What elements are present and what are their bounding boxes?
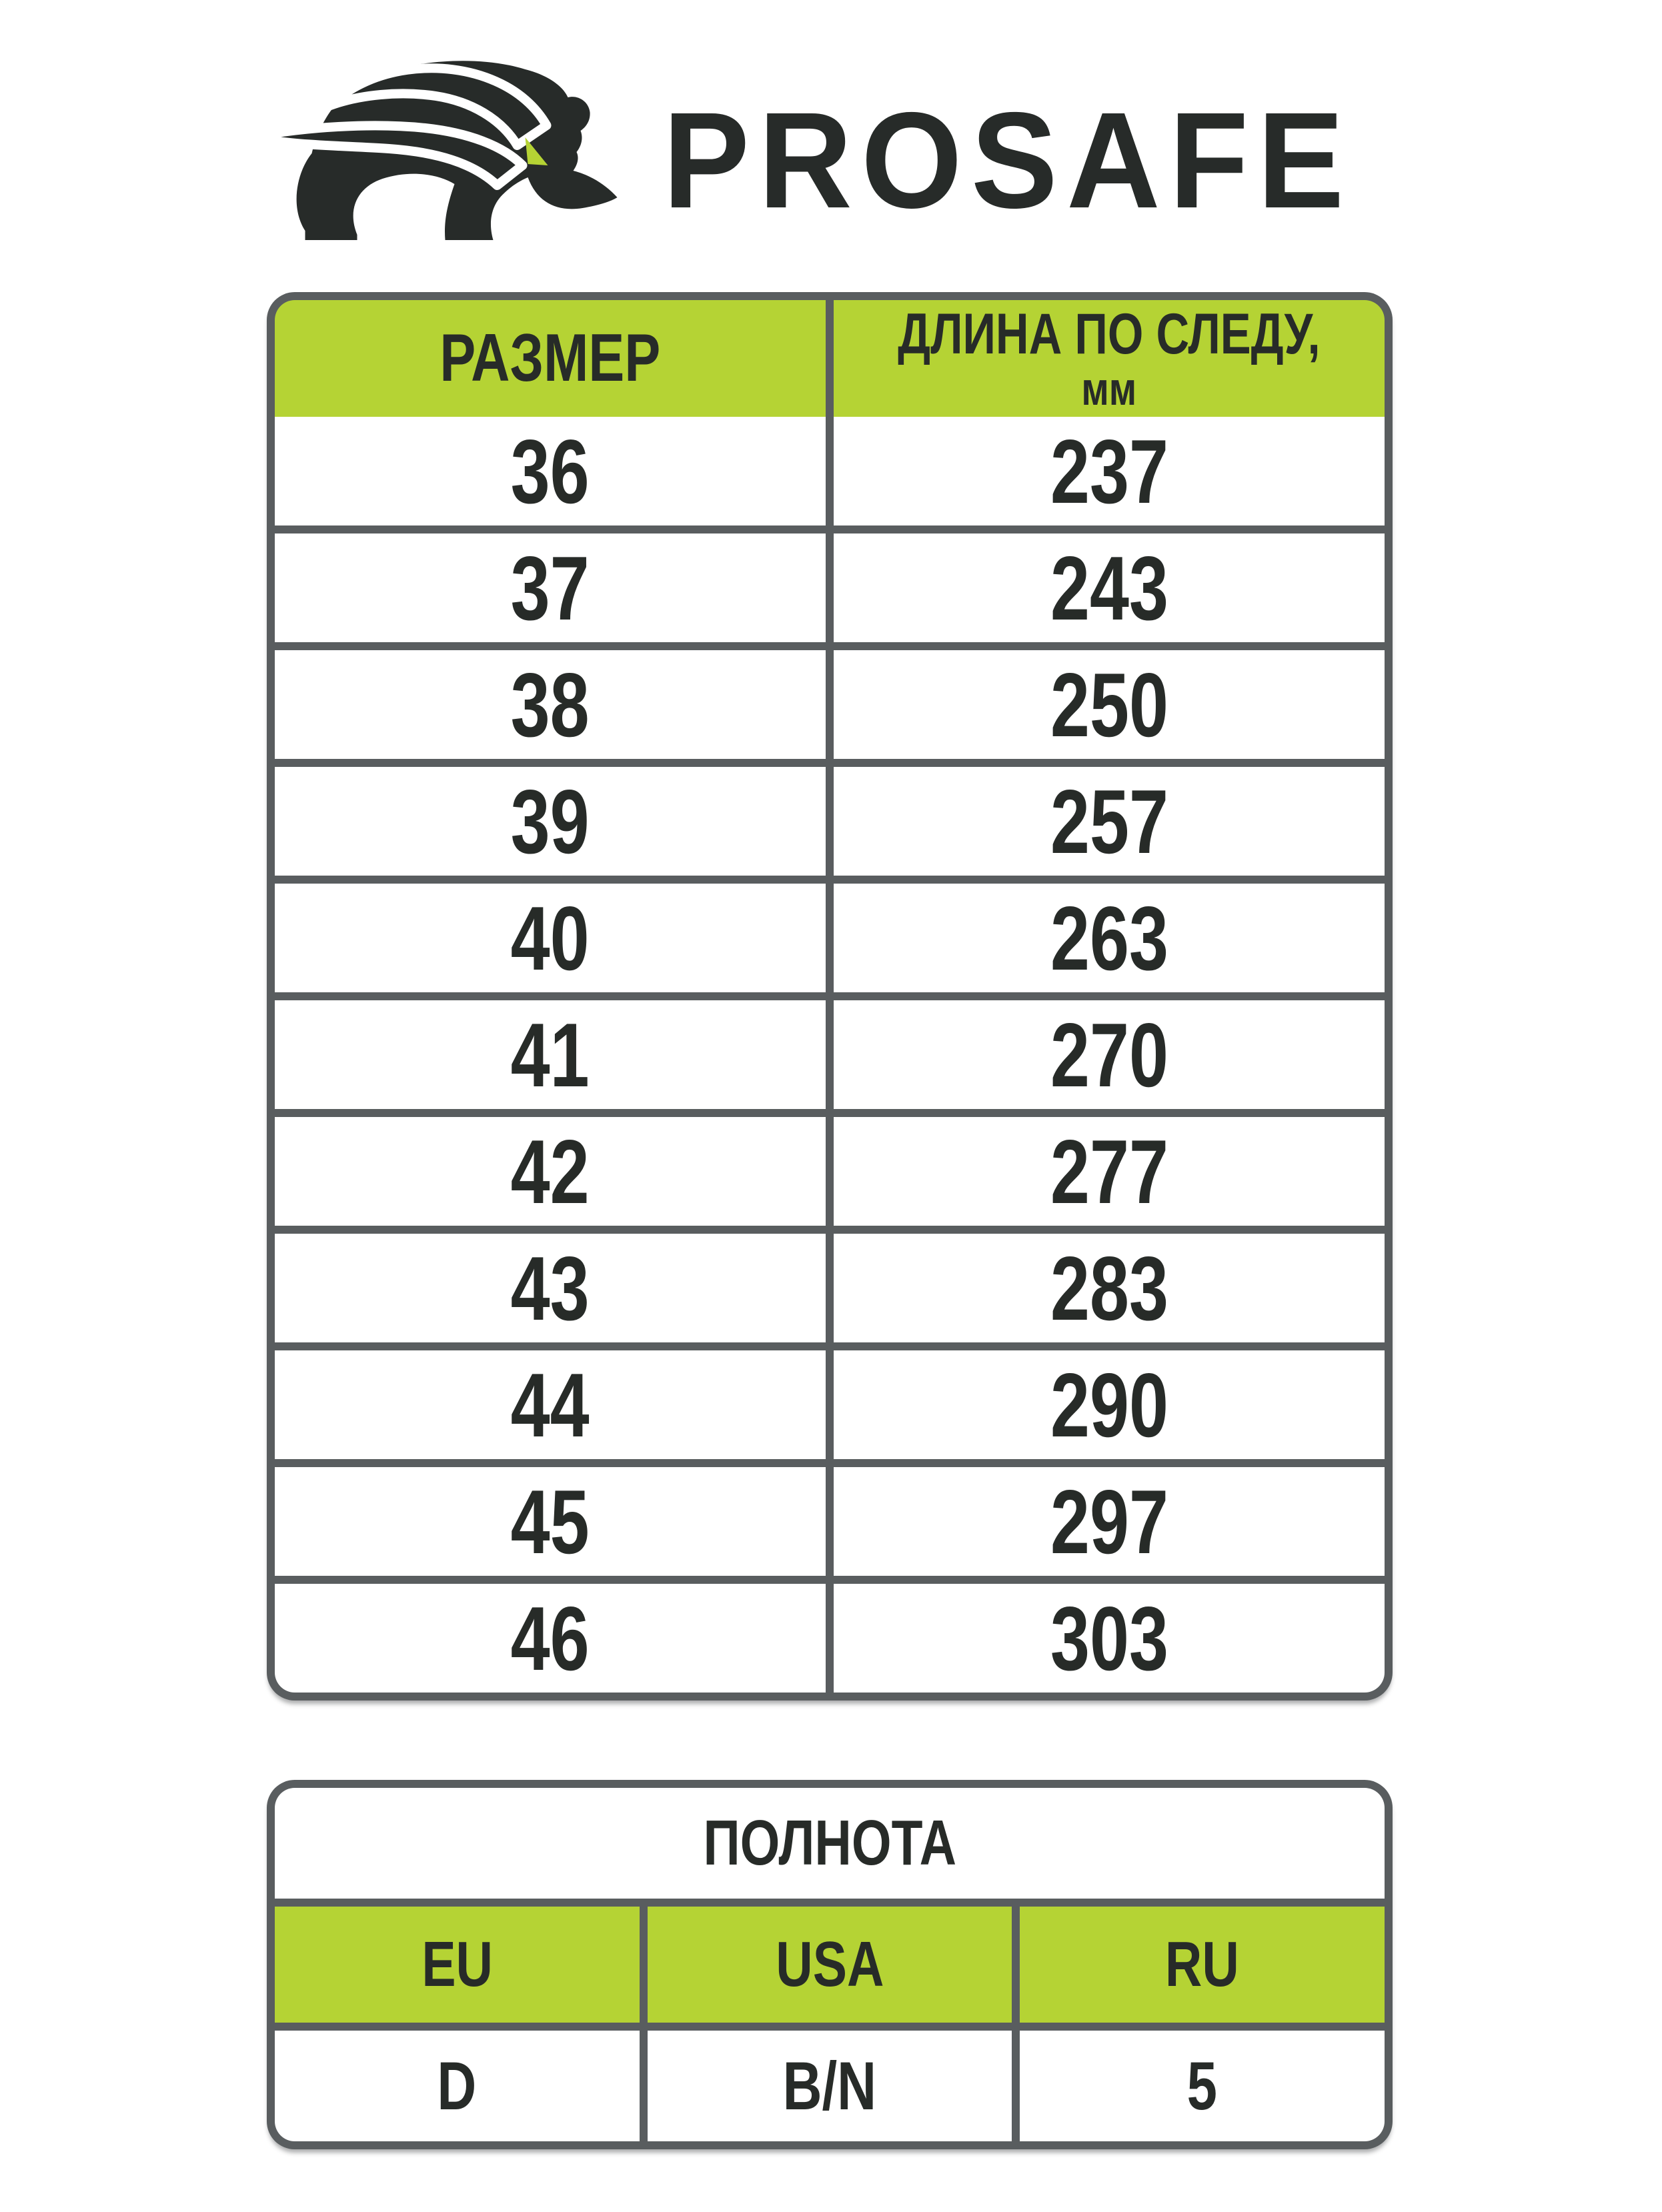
size-value: 43 (511, 1237, 590, 1339)
size-cell: 41 (275, 1000, 826, 1109)
length-value: 290 (1050, 1354, 1168, 1456)
length-cell: 263 (834, 884, 1385, 992)
width-table-title: ПОЛНОТА (703, 1807, 956, 1879)
size-value: 42 (511, 1120, 590, 1222)
length-value: 303 (1050, 1587, 1168, 1689)
length-cell: 277 (834, 1117, 1385, 1226)
size-value: 40 (511, 887, 590, 989)
size-cell: 40 (275, 884, 826, 992)
prosafe-logo: PROSAFE (243, 40, 1417, 260)
rhino-icon (249, 61, 618, 240)
width-value-ru: 5 (1020, 2031, 1385, 2141)
size-cell: 37 (275, 533, 826, 642)
width-value-eu-label: D (437, 2047, 477, 2124)
length-value: 263 (1050, 887, 1168, 989)
length-cell: 290 (834, 1350, 1385, 1459)
length-cell: 303 (834, 1584, 1385, 1693)
width-table: ПОЛНОТА EU USA RU D B/N 5 (267, 1780, 1393, 2149)
size-value: 37 (511, 537, 590, 639)
size-value: 38 (511, 654, 590, 756)
width-header-usa-label: USA (775, 1929, 884, 2000)
size-value: 36 (511, 420, 590, 522)
length-header-unit: мм (1081, 362, 1137, 415)
size-table-header-length: ДЛИНА ПО СЛЕДУ, мм (834, 300, 1385, 417)
width-header-eu-label: EU (421, 1929, 493, 2000)
length-cell: 297 (834, 1467, 1385, 1576)
length-cell: 283 (834, 1234, 1385, 1342)
width-header-usa: USA (647, 1907, 1012, 2023)
rhino-eye (525, 137, 548, 165)
size-value: 46 (511, 1587, 590, 1689)
width-value-ru-label: 5 (1186, 2047, 1218, 2124)
size-cell: 46 (275, 1584, 826, 1693)
size-header-label: РАЗМЕР (440, 321, 661, 395)
width-header-eu: EU (275, 1907, 640, 2023)
width-header-ru: RU (1020, 1907, 1385, 2023)
size-cell: 45 (275, 1467, 826, 1576)
width-header-ru-label: RU (1165, 1929, 1240, 2000)
size-value: 45 (511, 1470, 590, 1572)
length-value: 283 (1050, 1237, 1168, 1339)
width-value-usa-label: B/N (782, 2047, 877, 2124)
size-table-header-size: РАЗМЕР (275, 300, 826, 417)
length-cell: 250 (834, 650, 1385, 759)
length-cell: 257 (834, 767, 1385, 876)
size-cell: 38 (275, 650, 826, 759)
size-value: 41 (511, 1004, 590, 1106)
size-value: 39 (511, 770, 590, 872)
brand-wordmark: PROSAFE (663, 83, 1353, 237)
length-value: 257 (1050, 770, 1168, 872)
size-cell: 43 (275, 1234, 826, 1342)
size-cell: 36 (275, 417, 826, 525)
width-value-eu: D (275, 2031, 640, 2141)
size-cell: 42 (275, 1117, 826, 1226)
length-value: 270 (1050, 1004, 1168, 1106)
length-value: 277 (1050, 1120, 1168, 1222)
length-value: 297 (1050, 1470, 1168, 1572)
length-header-label: ДЛИНА ПО СЛЕДУ, (898, 301, 1321, 366)
length-value: 250 (1050, 654, 1168, 756)
length-cell: 270 (834, 1000, 1385, 1109)
size-table: РАЗМЕР ДЛИНА ПО СЛЕДУ, мм 36 237 37 243 … (267, 292, 1393, 1701)
width-value-usa: B/N (647, 2031, 1012, 2141)
length-value: 243 (1050, 537, 1168, 639)
width-table-title-cell: ПОЛНОТА (275, 1788, 1385, 1899)
size-cell: 39 (275, 767, 826, 876)
length-cell: 243 (834, 533, 1385, 642)
length-cell: 237 (834, 417, 1385, 525)
length-value: 237 (1050, 420, 1168, 522)
size-value: 44 (511, 1354, 590, 1456)
size-cell: 44 (275, 1350, 826, 1459)
